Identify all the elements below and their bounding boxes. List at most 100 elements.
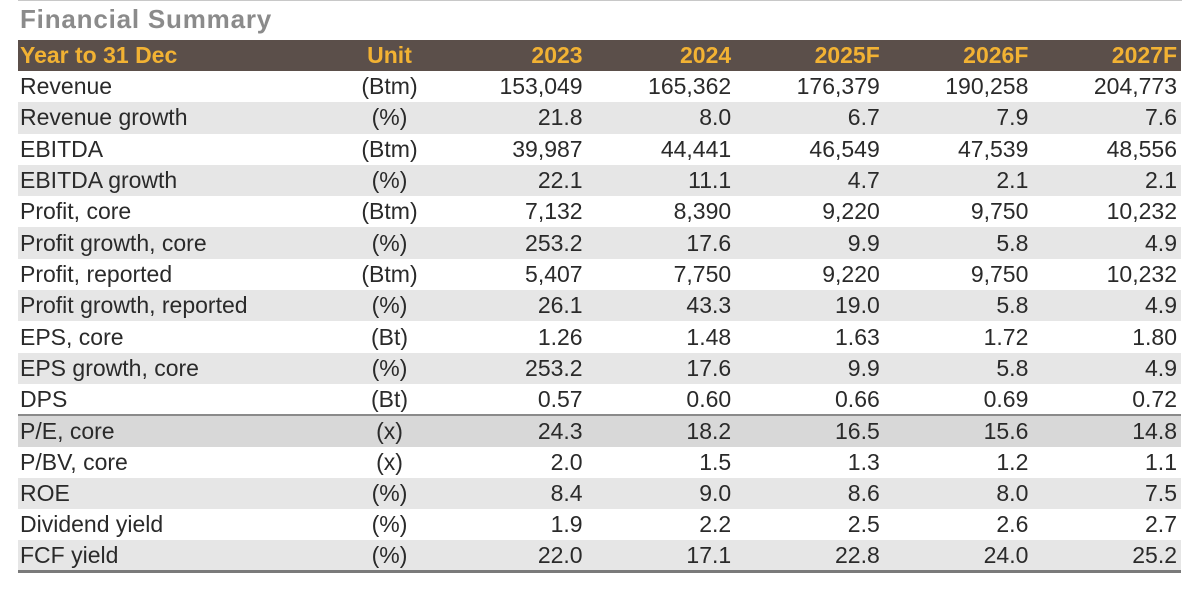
row-value: 176,379: [796, 73, 880, 100]
row-value: 4.9: [1145, 229, 1177, 256]
header-year: 2026F: [963, 42, 1029, 68]
row-value: 0.60: [686, 385, 732, 412]
row-value: 9,750: [970, 198, 1029, 225]
row-value: 16.5: [735, 414, 884, 447]
row-value: 4.9: [1145, 354, 1177, 381]
row-value: 1.9: [550, 511, 583, 538]
row-unit: (%): [371, 480, 408, 506]
row-value: 47,539: [958, 135, 1029, 162]
row-label: Profit growth, reported: [20, 292, 248, 319]
header-label: Year to 31 Dec: [20, 42, 178, 68]
row-value: 1.1: [1145, 448, 1177, 475]
row-value: 46,549: [809, 135, 880, 162]
row-value: 24.3: [438, 414, 587, 447]
row-unit: (%): [371, 511, 408, 538]
row-value: 9.9: [847, 354, 880, 381]
row-value: 44,441: [660, 135, 732, 162]
header-year: 2023: [531, 42, 583, 68]
row-value: 0.69: [983, 385, 1029, 412]
row-value: 9.0: [699, 480, 732, 506]
row-value: 5,407: [525, 260, 583, 287]
table-row: EPS, core (Bt) 1.26 1.48 1.63 1.72 1.80: [18, 321, 1181, 352]
table-row: Profit, reported (Btm) 5,407 7,750 9,220 9,75…: [18, 259, 1181, 290]
header-year: 2024: [680, 42, 732, 68]
row-value: 5.8: [996, 292, 1029, 319]
row-value: 25.2: [1032, 540, 1181, 574]
header-unit: Unit: [367, 42, 412, 68]
row-label: Dividend yield: [20, 511, 164, 538]
row-label: EBITDA: [20, 135, 104, 162]
row-value: 22.1: [537, 167, 583, 194]
row-unit: (%): [371, 167, 408, 194]
row-unit: (%): [343, 540, 438, 574]
row-unit: (%): [371, 354, 408, 381]
row-value: 8,390: [673, 198, 732, 225]
row-value: 1.5: [699, 448, 732, 475]
row-unit: (x): [376, 448, 403, 475]
row-value: 8.0: [699, 104, 732, 131]
row-value: 0.57: [537, 385, 583, 412]
table-row: Profit growth, core (%) 253.2 17.6 9.9 5.8 4.9: [18, 227, 1181, 259]
row-unit: (Btm): [361, 73, 418, 100]
row-value: 1.26: [537, 323, 583, 350]
row-value: 11.1: [688, 167, 732, 194]
row-unit: (Btm): [361, 135, 418, 162]
table-body: Revenue (Btm) 153,049 165,362 176,379 190,258…: [18, 71, 1181, 574]
row-label: FCF yield: [18, 540, 343, 574]
row-value: 2.5: [847, 511, 880, 538]
table-row: Profit, core (Btm) 7,132 8,390 9,220 9,750 10,…: [18, 196, 1181, 227]
row-value: 18.2: [586, 414, 736, 447]
table-header-row: Year to 31 Dec Unit 2023 2024 2025F 2026…: [18, 40, 1181, 71]
row-value: 48,556: [1106, 135, 1177, 162]
row-value: 9,750: [970, 260, 1029, 287]
row-value: 165,362: [648, 73, 732, 100]
row-value: 10,232: [1106, 198, 1177, 225]
table-row: DPS (Bt) 0.57 0.60 0.66 0.69 0.72: [18, 384, 1181, 415]
row-value: 1.63: [835, 323, 880, 350]
row-value: 4.9: [1145, 292, 1177, 319]
financial-summary-table: Year to 31 Dec Unit 2023 2024 2025F 2026…: [18, 40, 1181, 574]
row-value: 2.1: [1145, 167, 1177, 194]
row-label: DPS: [20, 385, 68, 412]
row-value: 24.0: [883, 540, 1033, 574]
table-row: Profit growth, reported (%) 26.1 43.3 19.0 5.…: [18, 290, 1181, 322]
row-label: Revenue: [20, 73, 113, 100]
row-label: EPS, core: [20, 323, 124, 350]
row-label: ROE: [20, 480, 70, 506]
table-row: EBITDA growth (%) 22.1 11.1 4.7 2.1 2.1: [18, 164, 1181, 197]
row-value: 153,049: [499, 73, 583, 100]
row-unit: (Bt): [370, 385, 409, 412]
row-value: 2.7: [1145, 511, 1177, 538]
row-value: 8.0: [996, 480, 1029, 506]
row-value: 4.7: [847, 167, 880, 194]
table-row: Revenue (Btm) 153,049 165,362 176,379 190,258…: [18, 71, 1181, 102]
row-value: 8.4: [550, 480, 583, 506]
row-value: 5.8: [996, 354, 1029, 381]
row-label: Profit growth, core: [20, 229, 207, 256]
row-label: Revenue growth: [20, 104, 188, 131]
page-title: Financial Summary: [20, 4, 273, 34]
table-row: P/BV, core (x) 2.0 1.5 1.3 1.2 1.1: [18, 447, 1181, 478]
table-row: EPS growth, core (%) 253.2 17.6 9.9 5.8 4.9: [18, 352, 1181, 384]
row-value: 2.0: [550, 448, 583, 475]
row-label: Profit, reported: [20, 260, 173, 287]
row-value: 10,232: [1106, 260, 1177, 287]
table-row: P/E, core (x) 24.3 18.2 16.5 15.6 14.8: [18, 414, 1181, 447]
table-row: EBITDA (Btm) 39,987 44,441 46,549 47,539 48,55…: [18, 134, 1181, 165]
row-value: 1.3: [847, 448, 880, 475]
row-unit: (%): [371, 292, 408, 319]
row-value: 190,258: [945, 73, 1029, 100]
row-value: 7.9: [996, 104, 1029, 131]
row-value: 7.6: [1145, 104, 1177, 131]
row-value: 22.8: [735, 540, 884, 574]
row-value: 2.6: [996, 511, 1029, 538]
row-label: EBITDA growth: [20, 167, 178, 194]
row-value: 17.6: [686, 229, 732, 256]
row-label: P/E, core: [18, 414, 343, 447]
table-row: Revenue growth (%) 21.8 8.0 6.7 7.9 7.6: [18, 102, 1181, 134]
row-value: 39,987: [512, 135, 583, 162]
row-value: 1.48: [686, 323, 732, 350]
row-value: 14.8: [1032, 414, 1181, 447]
row-value: 1.72: [983, 323, 1029, 350]
